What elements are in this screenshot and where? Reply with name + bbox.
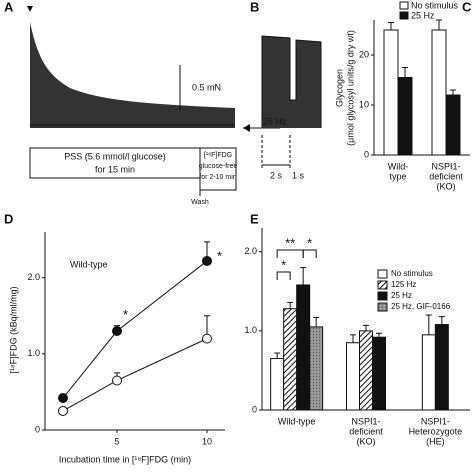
tracer-text: glucose-free xyxy=(199,163,238,170)
x-tick-label: deficient xyxy=(429,171,463,181)
significance-bracket xyxy=(276,271,291,280)
x-tick-label: Heterozygote xyxy=(409,426,463,436)
panel-label: B xyxy=(250,0,259,14)
y-tick-label: 1.0 xyxy=(244,325,257,335)
legend-swatch xyxy=(377,280,388,290)
y-tick-label: 2.0 xyxy=(244,246,257,256)
legend-swatch xyxy=(377,291,388,301)
significance-label: * xyxy=(123,307,128,322)
significance-label: * xyxy=(307,235,312,250)
bar xyxy=(270,358,285,411)
x-tick-label: (HE) xyxy=(426,436,445,446)
significance-label: * xyxy=(217,248,222,263)
point xyxy=(58,405,68,416)
series-line xyxy=(62,260,208,399)
bar xyxy=(346,342,360,411)
tracer-text: for 2-10 min xyxy=(199,174,236,181)
point xyxy=(202,255,212,266)
x-tick-label: (KO) xyxy=(357,436,376,446)
legend-label: No stimulus xyxy=(391,269,433,278)
x-tick-label: NSPI1- xyxy=(351,416,380,426)
bar xyxy=(283,308,298,411)
y-tick-label: 0 xyxy=(35,424,40,434)
significance-label: ** xyxy=(285,235,295,250)
x-tick-label: 10 xyxy=(202,436,212,446)
bar xyxy=(397,77,413,156)
point xyxy=(202,333,212,344)
panel-label: C xyxy=(462,0,472,14)
point xyxy=(112,375,122,386)
bar xyxy=(445,94,461,156)
time-label: 2 s xyxy=(270,170,283,180)
legend-label: 25 Hz, GIF-0166 xyxy=(391,302,451,311)
bar xyxy=(296,284,311,411)
trace-a xyxy=(27,6,280,196)
annotation: Wild-type xyxy=(70,259,108,269)
legend-swatch xyxy=(377,269,388,279)
panel-label: D xyxy=(4,211,13,226)
legend-label: 25 Hz xyxy=(391,291,412,300)
bar xyxy=(383,29,399,156)
point xyxy=(112,326,122,336)
x-tick-label: type xyxy=(389,171,406,181)
panel-label: A xyxy=(4,0,14,14)
y-tick-label: 1.0 xyxy=(27,348,40,358)
x-tick-label: Wild-type xyxy=(278,416,316,426)
x-tick-label: (KO) xyxy=(437,181,456,191)
point xyxy=(58,393,68,404)
y-axis-title: [¹⁸F]FDG (kBq/ml/mg) xyxy=(8,286,18,373)
bar xyxy=(431,29,447,156)
series-line xyxy=(62,338,208,412)
y-tick-label: 0 xyxy=(364,149,369,159)
protocol-text: for 15 min xyxy=(95,164,135,174)
x-tick-label: 5 xyxy=(114,436,119,446)
significance-bracket xyxy=(302,249,317,258)
wash-text: Wash xyxy=(191,199,209,206)
legend-swatch xyxy=(377,302,388,312)
bar xyxy=(434,324,449,411)
bar xyxy=(372,336,386,411)
legend-swatch xyxy=(399,11,409,20)
y-tick-label: 20 xyxy=(359,49,369,59)
x-tick-label: NSPI1- xyxy=(431,161,460,171)
y-tick-label: 2.0 xyxy=(27,272,40,282)
legend-label: 25 Hz xyxy=(411,10,435,20)
y-tick-label: 0 xyxy=(252,404,257,414)
y-axis-title: (µmol glycosyl units/g dry wt) xyxy=(345,30,355,146)
tracer-text: [¹⁸F]FDG xyxy=(204,152,232,159)
protocol-text: PSS (5.6 mmol/l glucose) xyxy=(64,151,166,161)
scale-label: 0.5 mN xyxy=(192,82,221,92)
stimulus-label: 25 Hz xyxy=(263,116,287,126)
x-tick-label: Wild- xyxy=(388,161,409,171)
bar xyxy=(359,330,373,411)
trace-b xyxy=(255,35,322,168)
legend-label: No stimulus xyxy=(411,0,459,10)
legend-swatch xyxy=(399,1,409,10)
bar xyxy=(421,334,436,411)
y-axis-title: Glycogen xyxy=(334,69,344,107)
bar xyxy=(309,326,324,411)
significance-label: * xyxy=(281,257,286,272)
y-tick-label: 10 xyxy=(359,99,369,109)
legend-label: 125 Hz xyxy=(391,280,416,289)
x-axis-title: Incubation time in [¹⁸F]FDG (min) xyxy=(59,454,191,464)
x-tick-label: NSPI1- xyxy=(421,416,450,426)
x-tick-label: deficient xyxy=(349,426,383,436)
panel-label: E xyxy=(250,211,259,226)
time-label: 1 s xyxy=(292,170,305,180)
